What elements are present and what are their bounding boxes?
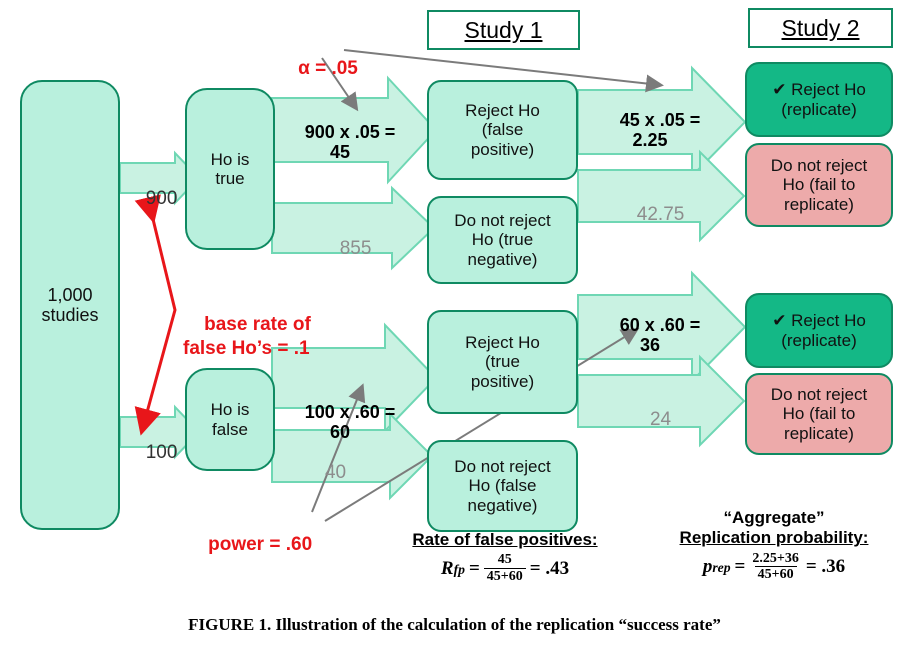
header-study-2-label: Study 2 (781, 14, 860, 41)
formula-right-title-2: Replication probability: (679, 528, 869, 548)
box-ho-is-false: Ho is false (185, 368, 275, 471)
formula-left-title: Rate of false positives: (412, 530, 598, 549)
box-study1-false-positive: Reject Ho (false positive) (427, 80, 578, 180)
box-study2-fail-top: Do not reject Ho (fail to replicate) (745, 143, 893, 227)
box-source-studies: 1,000 studies (20, 80, 120, 530)
box-study2-replicate-bottom-label: ✔ Reject Ho (replicate) (772, 311, 866, 350)
box-source-studies-label: 1,000 studies (41, 284, 99, 325)
formula-left-result: = .43 (529, 557, 570, 579)
box-study2-replicate-top-label: ✔ Reject Ho (replicate) (772, 80, 866, 119)
figure-caption-text: FIGURE 1. Illustration of the calculatio… (188, 615, 721, 634)
header-study-2: Study 2 (748, 8, 893, 48)
arrow-label-true-not-reject: 855 (339, 237, 372, 259)
formula-right-result: = .36 (805, 556, 846, 578)
arrow-label-fp-fail: 42.75 (636, 203, 685, 225)
formula-replication-probability: “Aggregate” Replication probability: pre… (640, 508, 908, 584)
header-study-1: Study 1 (427, 10, 580, 50)
header-study-1-label: Study 1 (464, 16, 543, 43)
box-study2-fail-top-label: Do not reject Ho (fail to replicate) (770, 156, 868, 214)
formula-right-title-1: “Aggregate” (723, 508, 825, 527)
formula-left-equals: = (468, 557, 480, 579)
arrow-label-split-true: 900 (145, 187, 178, 209)
formula-right-denominator: 45+60 (754, 566, 797, 584)
annotation-alpha: α = .05 (298, 57, 358, 79)
box-study1-false-positive-label: Reject Ho (false positive) (465, 101, 540, 159)
formula-right-subscript: rep (712, 560, 731, 576)
formula-right-equals: = (734, 556, 746, 578)
formula-left-denominator: 45+60 (483, 567, 526, 586)
annotation-power: power = .60 (208, 533, 313, 555)
box-ho-is-true: Ho is true (185, 88, 275, 250)
box-study2-replicate-top: ✔ Reject Ho (replicate) (745, 62, 893, 137)
arrow-label-false-not-reject: 40 (324, 461, 347, 483)
formula-right-fraction: 2.25+36 45+60 (749, 551, 801, 584)
box-study1-false-negative: Do not reject Ho (false negative) (427, 440, 578, 532)
box-study1-true-negative-label: Do not reject Ho (true negative) (454, 211, 551, 269)
box-study1-true-positive: Reject Ho (true positive) (427, 310, 578, 414)
box-study1-true-positive-label: Reject Ho (true positive) (465, 333, 540, 391)
box-study1-true-negative: Do not reject Ho (true negative) (427, 196, 578, 284)
formula-left-numerator: 45 (497, 552, 512, 568)
box-ho-is-true-label: Ho is true (210, 149, 250, 188)
arrow-label-tp-replicate: 60 x .60 = 36 (619, 314, 701, 356)
box-study2-replicate-bottom: ✔ Reject Ho (replicate) (745, 293, 893, 368)
arrow-label-fp-replicate: 45 x .05 = 2.25 (619, 109, 701, 151)
base-rate-arrow (134, 194, 177, 436)
arrow-label-false-reject: 100 x .60 = 60 (304, 401, 396, 443)
formula-left-fraction: 45 45+60 (483, 552, 526, 586)
figure-caption: FIGURE 1. Illustration of the calculatio… (0, 615, 909, 635)
formula-left-symbol: R (440, 557, 454, 579)
box-ho-is-false-label: Ho is false (210, 400, 250, 439)
formula-right-numerator: 2.25+36 (752, 550, 799, 566)
annotation-base-rate: base rate of false Ho’s = .1 (183, 313, 311, 360)
formula-right-equation: prep = 2.25+36 45+60 = .36 (640, 551, 908, 584)
formula-rate-false-positives: Rate of false positives: Rfp = 45 45+60 … (370, 530, 640, 586)
formula-left-equation: Rfp = 45 45+60 = .43 (370, 552, 640, 585)
arrow-label-tp-fail: 24 (649, 408, 672, 430)
box-study1-false-negative-label: Do not reject Ho (false negative) (454, 457, 551, 515)
box-study2-fail-bottom: Do not reject Ho (fail to replicate) (745, 373, 893, 455)
arrow-label-split-false: 100 (145, 441, 178, 463)
formula-right-symbol: p (702, 556, 713, 578)
box-study2-fail-bottom-label: Do not reject Ho (fail to replicate) (770, 385, 868, 443)
formula-left-subscript: fp (453, 561, 465, 577)
arrow-label-true-reject: 900 x .05 = 45 (304, 121, 396, 163)
